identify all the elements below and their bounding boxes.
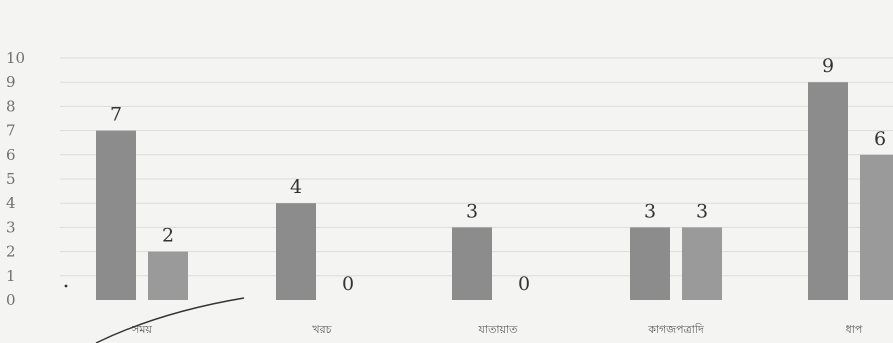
y-tick-label: 8 [6, 97, 16, 115]
y-tick-label: 10 [6, 49, 25, 67]
y-axis-ticks: 0 1 2 3 4 5 6 7 8 9 10 [6, 49, 25, 309]
category-label: কাগজপত্রাদি [647, 323, 704, 336]
bar [452, 227, 492, 300]
data-label: 9 [822, 55, 834, 77]
data-label: 3 [644, 200, 656, 222]
y-tick-label: 1 [6, 267, 16, 285]
y-tick-label: 5 [6, 170, 16, 188]
data-label: 4 [290, 176, 302, 198]
data-labels: 7 4 3 3 9 2 0 0 3 6 [110, 55, 886, 295]
category-label: খরচ [312, 323, 332, 336]
gridlines [60, 57, 893, 277]
y-tick-label: 4 [6, 194, 16, 212]
bar [808, 82, 848, 300]
pen-mark-decoration [95, 297, 245, 343]
data-label: 6 [874, 128, 886, 150]
bar [276, 203, 316, 300]
data-label: 2 [162, 225, 174, 247]
data-label: 3 [466, 200, 478, 222]
y-tick-label: 9 [6, 73, 16, 91]
bar [860, 154, 893, 300]
data-label: 0 [342, 273, 354, 295]
y-tick-label: 7 [6, 122, 16, 140]
bar [148, 251, 188, 300]
y-tick-label: 3 [6, 218, 16, 236]
y-tick-label: 6 [6, 146, 16, 164]
data-label: 3 [696, 200, 708, 222]
y-tick-label: 0 [6, 291, 16, 309]
bar [682, 227, 722, 300]
bar [630, 227, 670, 300]
data-label: 7 [110, 104, 122, 126]
y-tick-label: 2 [6, 243, 16, 261]
bar [96, 130, 136, 300]
x-axis-categories: সময় খরচ যাতায়াত কাগজপত্রাদি ধাপ [131, 323, 863, 336]
category-label: যাতায়াত [478, 323, 519, 336]
data-label: 0 [518, 273, 530, 295]
dot-mark-decoration [64, 284, 68, 288]
bars [96, 82, 893, 300]
category-label: ধাপ [846, 323, 863, 336]
category-label: সময় [131, 323, 152, 336]
